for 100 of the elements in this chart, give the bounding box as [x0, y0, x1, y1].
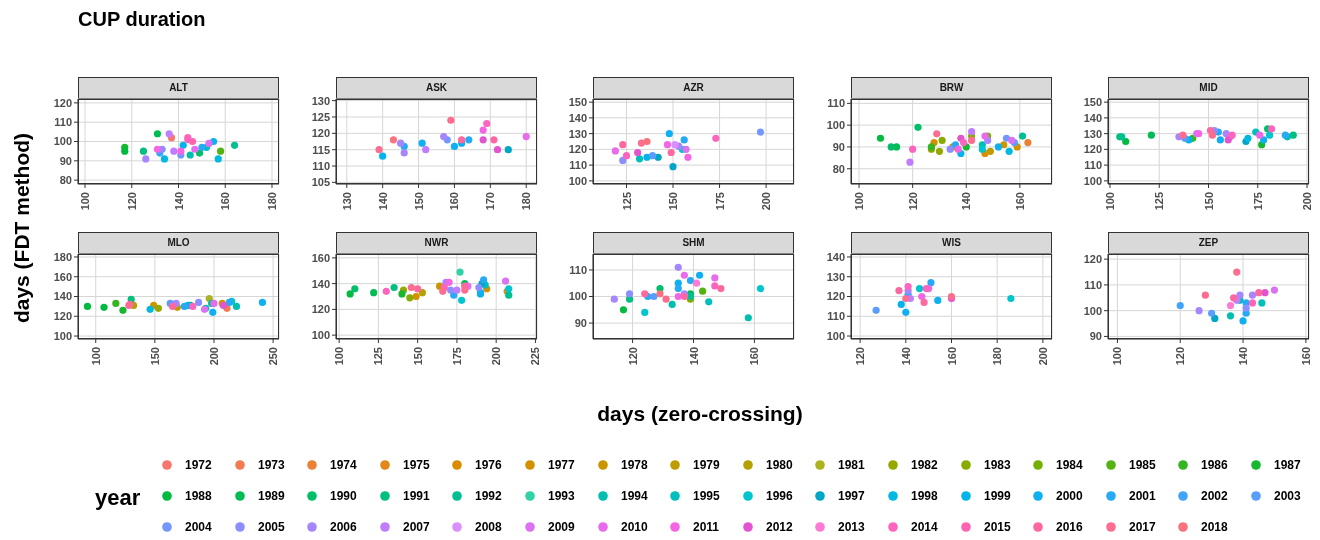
legend-label: 2003 — [1274, 489, 1301, 503]
x-tick-label: 120 — [626, 347, 639, 366]
y-tick-label: 150 — [1083, 96, 1102, 109]
y-tick-label: 110 — [1084, 278, 1102, 291]
x-tick-label: 100 — [89, 347, 102, 366]
y-tick-label: 125 — [311, 110, 330, 123]
legend-label: 1975 — [403, 458, 430, 472]
x-tick-label: 200 — [1036, 347, 1049, 366]
y-tick-label: 100 — [1083, 174, 1102, 187]
x-tick-label: 100 — [1111, 347, 1124, 366]
x-tick-label: 160 — [945, 347, 958, 366]
legend-label: 1988 — [185, 489, 212, 503]
x-tick-label: 225 — [529, 347, 542, 366]
x-tick-label: 100 — [1103, 192, 1116, 211]
y-tick-label: 130 — [1083, 127, 1102, 140]
x-tick-label: 120 — [125, 192, 138, 211]
x-tick-label: 150 — [411, 347, 424, 366]
legend-label: 1974 — [330, 458, 357, 472]
legend-label: 2001 — [1129, 489, 1156, 503]
legend-label: 1999 — [984, 489, 1011, 503]
y-tick-label: 140 — [53, 290, 72, 303]
x-tick-label: 160 — [448, 192, 461, 211]
legend-label: 1990 — [330, 489, 357, 503]
y-tick-label: 140 — [1083, 111, 1102, 124]
chart-title: AZR — [593, 77, 794, 99]
x-tick-label: 175 — [1251, 192, 1264, 211]
y-tick-label: 105 — [311, 176, 330, 189]
x-tick-label: 160 — [219, 192, 232, 211]
legend-label: 1994 — [621, 489, 648, 503]
x-tick-label: 125 — [1153, 192, 1166, 211]
legend-label: 1992 — [475, 489, 502, 503]
x-tick-label: 100 — [333, 347, 346, 366]
legend-label: 2007 — [403, 520, 430, 534]
chart-title: MLO — [78, 232, 279, 254]
y-tick-label: 110 — [569, 159, 587, 172]
legend-label: 1989 — [258, 489, 285, 503]
legend-label: 1996 — [766, 489, 793, 503]
y-tick-label: 130 — [568, 127, 587, 140]
legend-label: 1973 — [258, 458, 285, 472]
legend-label: 2008 — [475, 520, 502, 534]
y-tick-label: 120 — [53, 96, 72, 109]
y-tick-label: 100 — [311, 329, 330, 342]
legend-title: year — [95, 485, 141, 511]
chart-title: ASK — [336, 77, 537, 99]
legend-label: 2017 — [1129, 520, 1156, 534]
x-tick-label: 175 — [450, 347, 463, 366]
y-tick-label: 110 — [312, 159, 330, 172]
x-tick-label: 160 — [748, 347, 761, 366]
legend-label: 2002 — [1201, 489, 1228, 503]
y-tick-label: 110 — [1084, 159, 1102, 172]
x-tick-label: 200 — [1301, 192, 1314, 211]
y-tick-label: 100 — [53, 135, 72, 148]
x-tick-label: 180 — [265, 192, 278, 211]
legend-label: 1982 — [911, 458, 938, 472]
legend-label: 1983 — [984, 458, 1011, 472]
legend-label: 1995 — [693, 489, 720, 503]
y-tick-label: 100 — [826, 119, 845, 132]
x-tick-label: 150 — [667, 192, 680, 211]
y-tick-label: 120 — [826, 290, 845, 303]
y-tick-label: 100 — [53, 329, 72, 342]
y-tick-label: 180 — [53, 250, 72, 263]
legend-label: 2012 — [766, 520, 793, 534]
y-tick-label: 150 — [568, 96, 587, 109]
chart-title: WIS — [851, 232, 1052, 254]
y-tick-label: 115 — [312, 143, 330, 156]
legend-label: 2015 — [984, 520, 1011, 534]
x-tick-label: 125 — [620, 192, 633, 211]
chart-title: MID — [1108, 77, 1309, 99]
legend-label: 1997 — [838, 489, 865, 503]
x-tick-label: 140 — [376, 192, 389, 211]
x-tick-label: 180 — [520, 192, 533, 211]
legend-label: 1986 — [1201, 458, 1228, 472]
y-tick-label: 100 — [826, 329, 845, 342]
legend-label: 2000 — [1056, 489, 1083, 503]
y-tick-label: 110 — [569, 263, 587, 276]
y-tick-label: 110 — [827, 310, 845, 323]
x-axis-title: days (zero-crossing) — [596, 402, 804, 426]
y-tick-label: 80 — [832, 162, 845, 175]
chart-title: ZEP — [1108, 232, 1309, 254]
x-tick-label: 120 — [906, 192, 919, 211]
legend-label: 1993 — [548, 489, 575, 503]
legend-label: 1991 — [403, 489, 430, 503]
legend-label: 2013 — [838, 520, 865, 534]
x-tick-label: 175 — [713, 192, 726, 211]
x-tick-label: 170 — [484, 192, 497, 211]
y-tick-label: 140 — [311, 277, 330, 290]
x-tick-label: 140 — [687, 347, 700, 366]
legend-label: 1977 — [548, 458, 575, 472]
legend-label: 1985 — [1129, 458, 1156, 472]
x-tick-label: 120 — [854, 347, 867, 366]
x-tick-label: 120 — [1174, 347, 1187, 366]
legend-label: 2009 — [548, 520, 575, 534]
legend-label: 2014 — [911, 520, 938, 534]
legend-label: 1976 — [475, 458, 502, 472]
legend-label: 2006 — [330, 520, 357, 534]
x-tick-label: 200 — [207, 347, 220, 366]
y-tick-label: 140 — [826, 250, 845, 263]
x-tick-label: 150 — [148, 347, 161, 366]
x-tick-label: 250 — [267, 347, 280, 366]
y-axis-title: days (FDT method) — [10, 132, 34, 324]
